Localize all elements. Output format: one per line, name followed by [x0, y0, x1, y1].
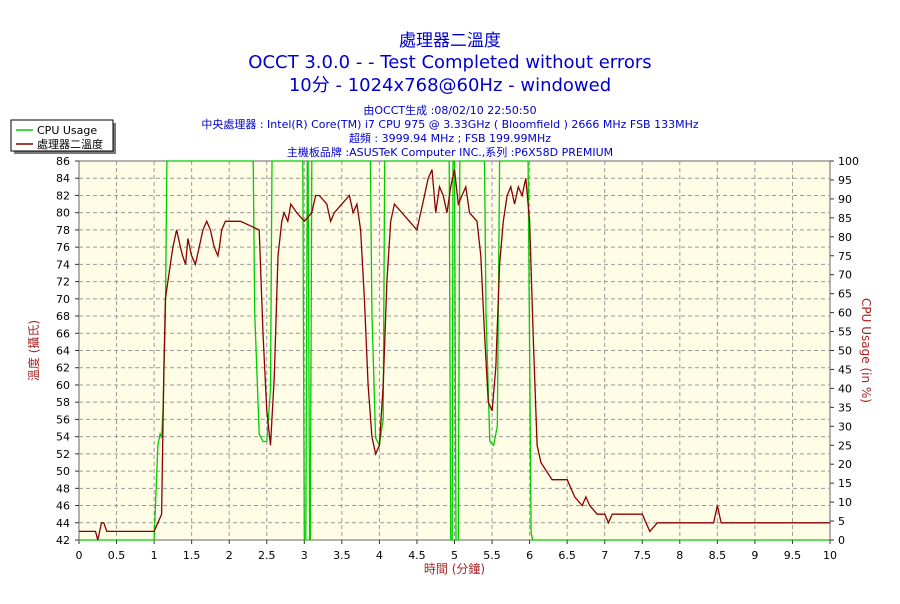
left-tick-label: 42 — [56, 534, 70, 547]
legend-label: 處理器二溫度 — [37, 137, 103, 151]
left-tick-label: 56 — [56, 413, 70, 426]
left-tick-label: 82 — [56, 189, 70, 202]
right-tick-label: 85 — [838, 212, 852, 225]
left-tick-label: 78 — [56, 224, 70, 237]
chart-info-line: 中央處理器 : Intel(R) Core(TM) i7 CPU 975 @ 3… — [201, 117, 699, 131]
x-tick-label: 0 — [76, 549, 83, 562]
x-tick-label: 1 — [151, 549, 158, 562]
left-tick-label: 48 — [56, 482, 70, 495]
right-tick-label: 95 — [838, 174, 852, 187]
right-tick-label: 45 — [838, 363, 852, 376]
x-tick-label: 6.5 — [558, 549, 576, 562]
x-tick-label: 4 — [376, 549, 383, 562]
x-tick-label: 2 — [226, 549, 233, 562]
chart-info-line: 由OCCT生成 :08/02/10 22:50:50 — [363, 103, 536, 117]
x-tick-label: 9.5 — [784, 549, 802, 562]
x-tick-label: 5.5 — [483, 549, 501, 562]
x-tick-label: 2.5 — [258, 549, 276, 562]
left-tick-label: 70 — [56, 293, 70, 306]
right-tick-label: 40 — [838, 382, 852, 395]
right-tick-label: 30 — [838, 420, 852, 433]
left-tick-label: 72 — [56, 276, 70, 289]
y-axis-right-label: CPU Usage (in %) — [859, 298, 873, 403]
legend-label: CPU Usage — [37, 124, 97, 137]
x-tick-label: 1.5 — [183, 549, 201, 562]
legend-box — [10, 119, 114, 152]
left-tick-label: 80 — [56, 207, 70, 220]
left-tick-label: 52 — [56, 448, 70, 461]
right-tick-label: 80 — [838, 231, 852, 244]
right-tick-label: 60 — [838, 307, 852, 320]
series-line-cpu-usage — [79, 160, 830, 541]
x-axis-label: 時間 (分鐘) — [424, 561, 485, 576]
y-axis-left-label: 溫度 (攝氏) — [26, 320, 41, 381]
x-tick-label: 9 — [751, 549, 758, 562]
left-tick-label: 68 — [56, 310, 70, 323]
x-tick-label: 3.5 — [333, 549, 351, 562]
left-tick-label: 86 — [56, 155, 70, 168]
x-tick-label: 8 — [676, 549, 683, 562]
right-tick-label: 15 — [838, 477, 852, 490]
left-tick-label: 50 — [56, 465, 70, 478]
right-tick-label: 0 — [838, 534, 845, 547]
right-tick-label: 70 — [838, 269, 852, 282]
right-tick-label: 20 — [838, 458, 852, 471]
x-tick-label: 8.5 — [709, 549, 727, 562]
right-tick-label: 5 — [838, 515, 845, 528]
x-tick-label: 6 — [526, 549, 533, 562]
x-tick-label: 4.5 — [408, 549, 426, 562]
right-tick-label: 50 — [838, 345, 852, 358]
x-tick-label: 10 — [823, 549, 837, 562]
right-tick-label: 25 — [838, 439, 852, 452]
left-tick-label: 44 — [56, 517, 70, 530]
left-tick-label: 66 — [56, 327, 70, 340]
right-tick-label: 65 — [838, 288, 852, 301]
x-tick-label: 7 — [601, 549, 608, 562]
left-tick-label: 58 — [56, 396, 70, 409]
left-tick-label: 74 — [56, 258, 70, 271]
x-tick-label: 0.5 — [108, 549, 126, 562]
chart-info-line: 主機板品牌 :ASUSTeK Computer INC.,系列 :P6X58D … — [287, 145, 613, 159]
right-tick-label: 75 — [838, 250, 852, 263]
left-tick-label: 62 — [56, 362, 70, 375]
left-tick-label: 60 — [56, 379, 70, 392]
chart-title: 處理器二溫度 — [399, 31, 501, 51]
left-tick-label: 64 — [56, 345, 70, 358]
left-tick-label: 54 — [56, 431, 70, 444]
left-tick-label: 76 — [56, 241, 70, 254]
left-tick-label: 84 — [56, 172, 70, 185]
chart-subtitle-line: OCCT 3.0.0 - - Test Completed without er… — [248, 52, 651, 73]
right-tick-label: 55 — [838, 326, 852, 339]
x-tick-label: 3 — [301, 549, 308, 562]
series-line-temperature — [79, 169, 830, 541]
right-tick-label: 100 — [838, 155, 859, 168]
right-tick-label: 90 — [838, 193, 852, 206]
right-tick-label: 10 — [838, 496, 852, 509]
x-tick-label: 7.5 — [634, 549, 652, 562]
chart-subtitle-line: 10分 - 1024x768@60Hz - windowed — [289, 75, 611, 96]
left-tick-label: 46 — [56, 500, 70, 513]
chart-info-line: 超頻 : 3999.94 MHz ; FSB 199.99MHz — [349, 131, 551, 145]
right-tick-label: 35 — [838, 401, 852, 414]
x-tick-label: 5 — [451, 549, 458, 562]
